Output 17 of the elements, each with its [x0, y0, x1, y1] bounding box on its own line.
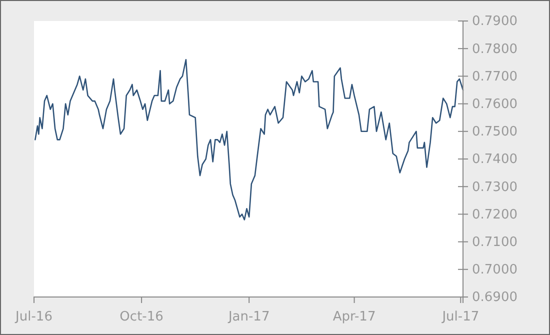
y-tick-label: 0.7800 — [472, 42, 518, 57]
y-tick-label: 0.7700 — [472, 69, 518, 84]
y-tick-label: 0.6900 — [472, 290, 518, 306]
y-tick-label: 0.7200 — [472, 207, 518, 222]
y-tick-label: 0.7900 — [472, 14, 518, 30]
x-tick-label: Oct-16 — [120, 309, 164, 324]
y-tick-label: 0.7400 — [472, 152, 518, 168]
x-tick-label: Jul-17 — [441, 309, 480, 324]
x-tick-label: Jul-16 — [14, 309, 52, 324]
x-tick-label: Jan-17 — [227, 309, 270, 324]
line-series — [34, 58, 464, 220]
y-tick-label: 0.7500 — [472, 124, 518, 140]
y-tick-label: 0.7300 — [472, 180, 518, 195]
y-tick-label: 0.7100 — [472, 234, 518, 250]
y-tick-label: 0.7600 — [472, 96, 518, 112]
y-tick-label: 0.7000 — [472, 262, 518, 278]
x-tick-label: Apr-17 — [332, 309, 376, 324]
